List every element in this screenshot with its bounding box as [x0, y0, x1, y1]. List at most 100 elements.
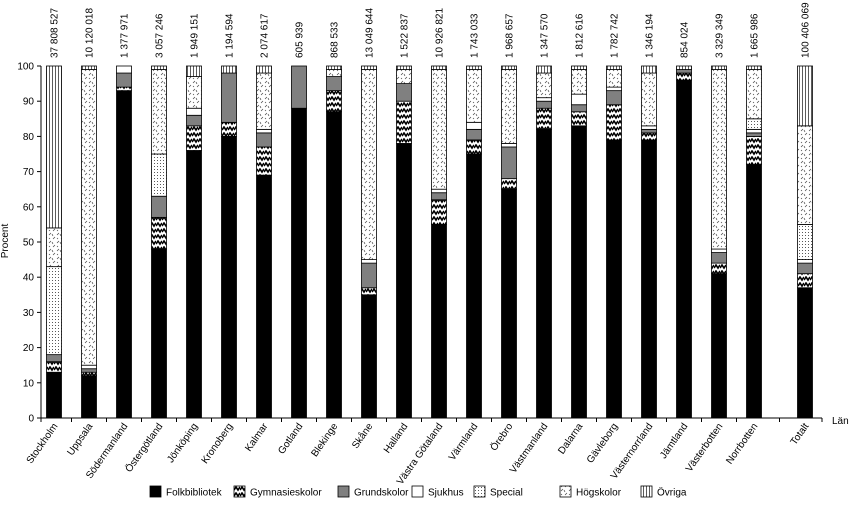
bar-segment-hogskolor — [361, 69, 377, 260]
bar-segment-sjukhus — [797, 259, 813, 264]
y-axis-label: Procent — [0, 224, 11, 259]
bar-segment-sjukhus — [256, 128, 272, 134]
bar-segment-hogskolor — [641, 72, 657, 127]
bar-stack-gavleborg — [606, 65, 622, 419]
bar-stack-blekinge — [326, 65, 342, 419]
bar-segment-ovriga — [641, 65, 657, 74]
bar-segment-hogskolor — [501, 69, 517, 144]
x-tick-label: Dalarna — [556, 421, 585, 456]
bar-total-label: 3 329 349 — [715, 13, 726, 58]
bar-segment-folkbibliotek — [46, 371, 62, 419]
bar-segment-gymnasieskolor — [501, 178, 517, 190]
bar-segment-gymnasieskolor — [536, 107, 552, 130]
bar-segment-sjukhus — [361, 259, 377, 264]
x-tick-label: Norrbotten — [724, 421, 760, 466]
x-tick-label: Jämtland — [658, 421, 690, 461]
bar-segment-gymnasieskolor — [361, 287, 377, 296]
bar-stack-kronoberg — [221, 65, 237, 419]
x-tick-label: Skåne — [349, 420, 375, 450]
legend-item-ovriga: Övriga — [640, 485, 687, 499]
x-tick-label: Uppsala — [65, 421, 95, 458]
x-tick-label: Gävleborg — [585, 421, 620, 465]
bar-segment-special — [151, 153, 167, 197]
bar-segment-hogskolor — [186, 76, 202, 109]
x-tick-label: Västmanland — [508, 421, 550, 475]
bar-segment-grundskolor — [797, 262, 813, 275]
bar-stack-vastra-gotaland — [431, 65, 447, 419]
bar-segment-gymnasieskolor — [326, 90, 342, 113]
bar-stack-vasterbotten — [711, 65, 727, 419]
bar-segment-folkbibliotek — [326, 111, 342, 419]
y-tick-label: 50 — [23, 238, 35, 249]
bar-segment-ovriga — [501, 65, 517, 70]
bar-segment-sjukhus — [571, 93, 587, 106]
bar-stack-jamtland — [676, 65, 692, 419]
x-tick-label: Västerbotten — [684, 421, 726, 474]
bar-segment-sjukhus — [81, 364, 97, 370]
legend-swatch — [559, 485, 572, 498]
bar-segment-ovriga — [326, 65, 342, 70]
bar-segment-folkbibliotek — [291, 107, 307, 419]
bar-segment-hogskolor — [81, 69, 97, 366]
bar-total-label: 1 194 594 — [225, 13, 236, 58]
y-tick-label: 10 — [23, 378, 35, 389]
bar-total-label: 100 406 069 — [801, 2, 812, 58]
bar-segment-folkbibliotek — [81, 375, 97, 419]
bar-segment-folkbibliotek — [186, 150, 202, 419]
bar-segment-gymnasieskolor — [711, 262, 727, 275]
bar-segment-ovriga — [186, 65, 202, 77]
bar-segment-gymnasieskolor — [606, 104, 622, 141]
bar-segment-ovriga — [431, 65, 447, 70]
bar-segment-folkbibliotek — [746, 164, 762, 419]
bar-segment-gymnasieskolor — [676, 72, 692, 81]
bar-segment-ovriga — [256, 65, 272, 74]
bar-segment-folkbibliotek — [256, 174, 272, 419]
y-tick-label: 100 — [17, 62, 34, 73]
bar-segment-ovriga — [746, 65, 762, 70]
bar-segment-grundskolor — [431, 192, 447, 201]
bar-segment-ovriga — [606, 65, 622, 70]
bar-segment-folkbibliotek — [151, 248, 167, 419]
bar-segment-grundskolor — [151, 195, 167, 218]
x-tick-label: Kronoberg — [200, 421, 236, 466]
legend-swatch — [337, 485, 350, 498]
bar-segment-grundskolor — [46, 354, 62, 363]
y-ticks: 0 10 20 30 40 50 60 70 80 90 100 — [17, 62, 823, 425]
bar-total-label: 1 812 616 — [575, 13, 586, 58]
bar-total-label: 1 377 971 — [120, 13, 131, 58]
legend-swatch — [411, 485, 424, 498]
bar-total-label: 1 949 151 — [190, 13, 201, 58]
bar-segment-folkbibliotek — [116, 90, 132, 419]
bar-segment-hogskolor — [46, 227, 62, 268]
bars — [46, 65, 813, 419]
bar-stack-kalmar — [256, 65, 272, 419]
legend-item-hogskolor: Högskolor — [559, 485, 622, 499]
bar-segment-grundskolor — [81, 368, 97, 373]
bar-total-label: 1 346 194 — [645, 13, 656, 58]
bar-stack-varmland — [466, 65, 482, 419]
y-tick-label: 70 — [23, 167, 35, 178]
bar-stack-dalarna — [571, 65, 587, 419]
bar-stack-vasternorrland — [641, 65, 657, 419]
bar-segment-grundskolor — [256, 132, 272, 148]
bar-segment-grundskolor — [746, 132, 762, 137]
bar-total-label: 2 074 617 — [260, 13, 271, 58]
legend-item-folkbibliotek: Folkbibliotek — [149, 485, 223, 499]
bar-segment-gymnasieskolor — [431, 199, 447, 225]
bar-segment-hogskolor — [571, 69, 587, 95]
bar-segment-folkbibliotek — [221, 135, 237, 419]
bar-segment-gymnasieskolor — [256, 146, 272, 176]
bar-total-label: 10 120 018 — [85, 8, 96, 58]
bar-segment-gymnasieskolor — [81, 371, 97, 377]
bar-segment-special — [797, 223, 813, 260]
bar-segment-sjukhus — [606, 86, 622, 92]
y-tick-label: 0 — [28, 414, 34, 425]
bar-segment-folkbibliotek — [501, 188, 517, 419]
bar-segment-ovriga — [676, 65, 692, 70]
legend-label: Grundskolor — [354, 488, 409, 499]
y-tick-label: 90 — [23, 97, 35, 108]
bar-segment-grundskolor — [606, 90, 622, 106]
legend-swatch — [640, 485, 653, 498]
legend-item-sjukhus: Sjukhus — [411, 485, 464, 499]
bar-segment-grundskolor — [396, 83, 412, 102]
